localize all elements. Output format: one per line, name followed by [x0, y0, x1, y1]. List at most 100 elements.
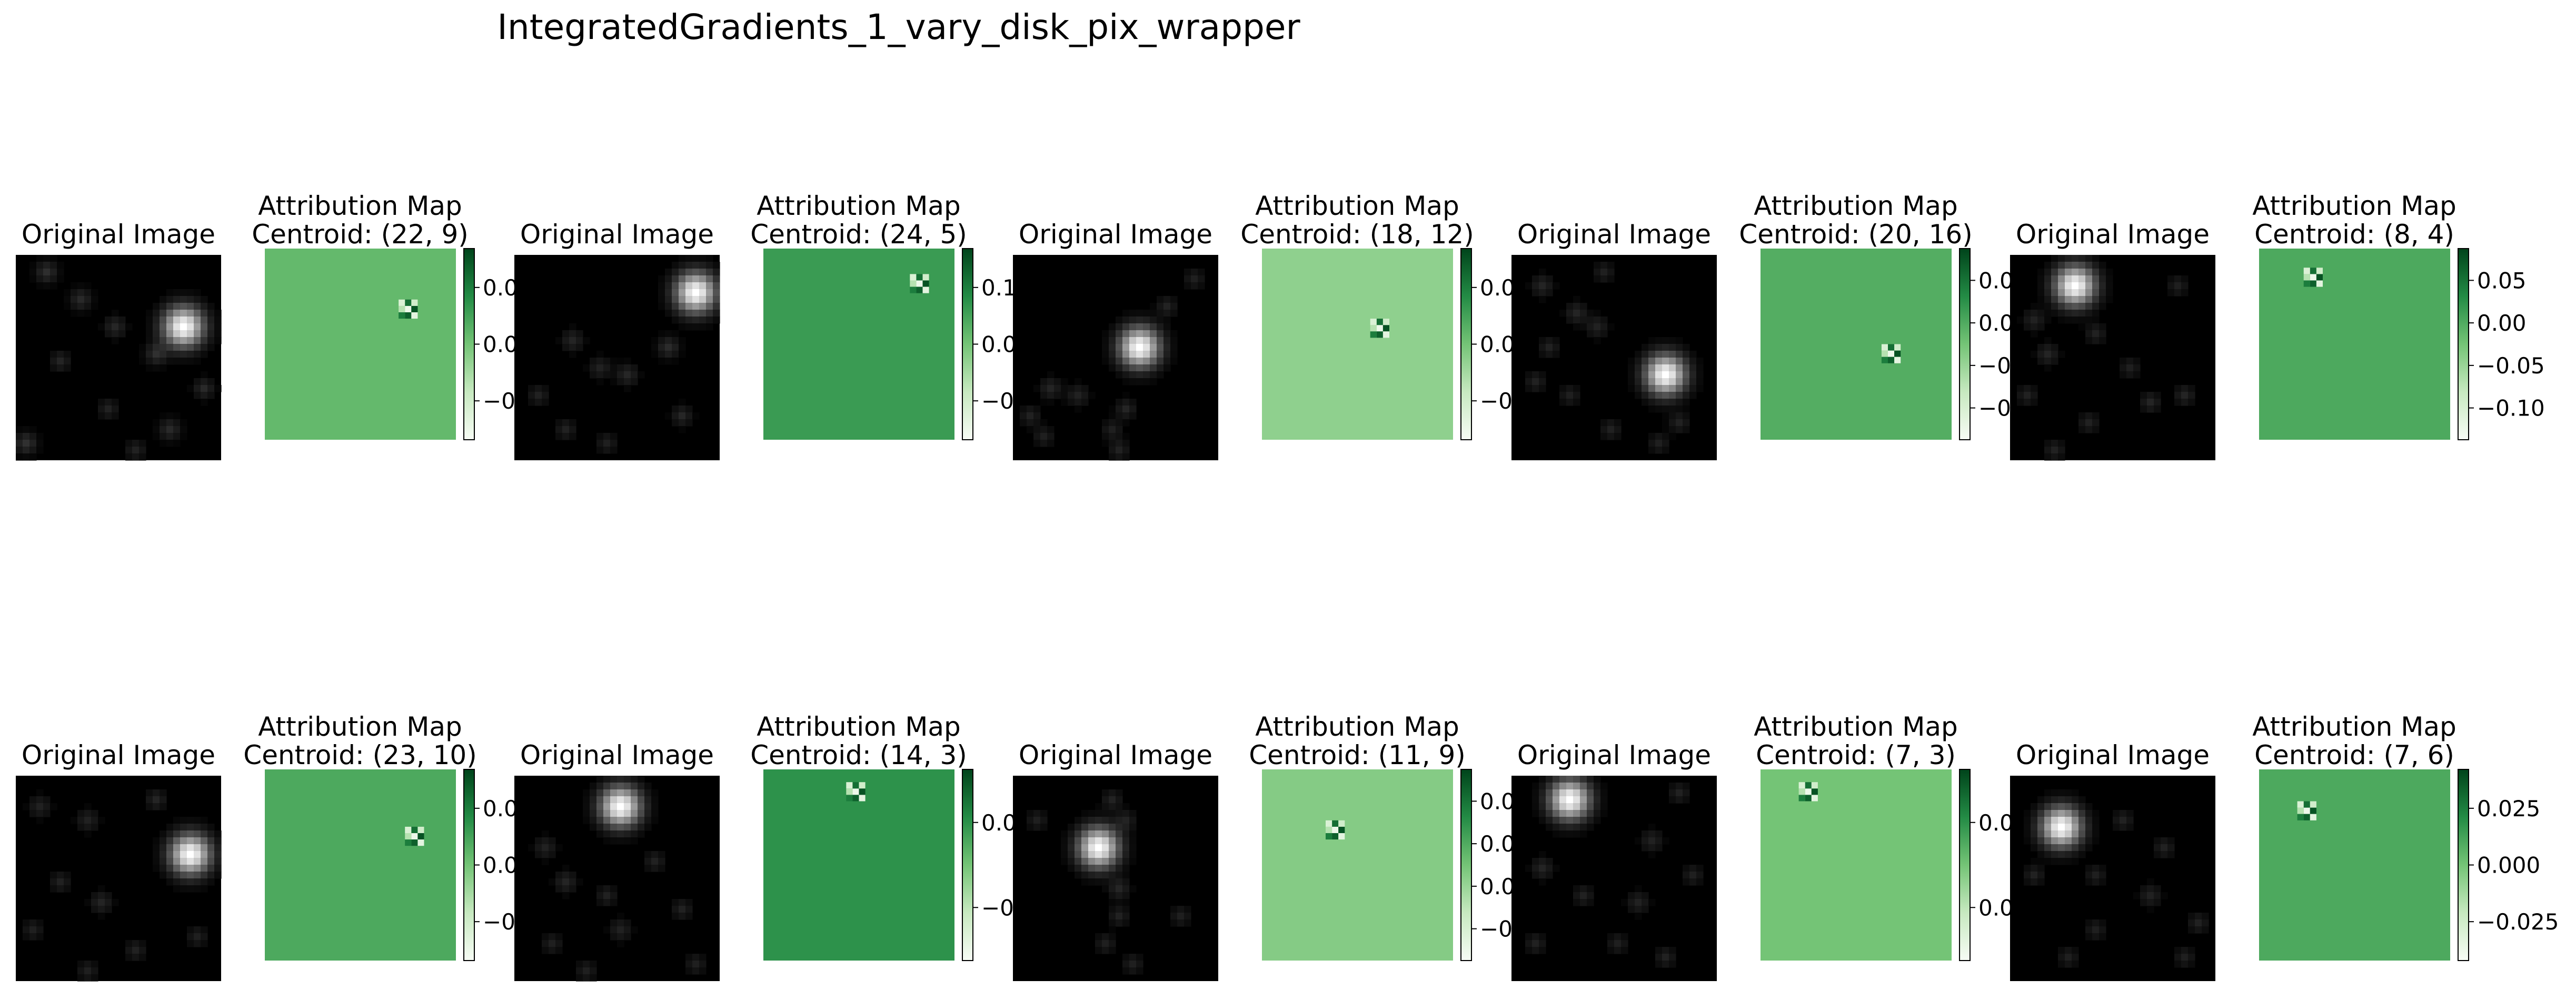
- colorbar-tick-label: 0.0: [1978, 895, 2014, 921]
- original-image: [1511, 776, 1717, 981]
- colorbar-tick-label: −0: [1978, 353, 2011, 379]
- original-image: [16, 776, 222, 982]
- attribution-centroid-label: Centroid: (14, 3): [750, 740, 967, 770]
- original-image-title: Original Image: [22, 219, 215, 250]
- original-image: [16, 255, 222, 461]
- original-image-title: Original Image: [1019, 740, 1212, 770]
- attribution-map-title: Attribution Map: [258, 711, 462, 742]
- original-image: [514, 255, 720, 460]
- figure-title: IntegratedGradients_1_vary_disk_pix_wrap…: [497, 7, 1300, 47]
- attribution-map: [1761, 769, 1952, 961]
- colorbar-tick-label: 0.0: [1978, 810, 2014, 836]
- colorbar: 0.0 0.0: [1959, 769, 2014, 961]
- attribution-map-title: Attribution Map: [1754, 711, 1958, 742]
- colorbar: 0.0 −0: [962, 769, 1017, 961]
- original-image-title: Original Image: [520, 740, 714, 770]
- colorbar-tick-label: −0: [1480, 388, 1513, 414]
- attribution-centroid-label: Centroid: (11, 9): [1249, 740, 1466, 770]
- colorbar-tick-label: −0: [1978, 395, 2011, 421]
- original-image-title: Original Image: [1517, 219, 1711, 250]
- attribution-map: [763, 769, 954, 961]
- colorbar-tick-label: 0.025: [2477, 796, 2540, 822]
- colorbar-tick-label: 0.0: [1480, 788, 1515, 814]
- attribution-map: [265, 249, 456, 440]
- colorbar-tick-label: 0.0: [981, 332, 1017, 358]
- original-image-title: Original Image: [1019, 219, 1212, 250]
- attribution-centroid-label: Centroid: (23, 10): [243, 740, 476, 770]
- original-image-title: Original Image: [22, 740, 215, 770]
- colorbar-tick-label: 0.0: [483, 332, 518, 358]
- colorbar-tick-label: 0.0: [483, 275, 518, 301]
- original-image: [1511, 255, 1717, 460]
- colorbar-tick-label: 0.05: [2477, 268, 2527, 293]
- original-image: [514, 776, 720, 982]
- attribution-centroid-label: Centroid: (7, 6): [2254, 740, 2454, 770]
- original-image-title: Original Image: [520, 219, 714, 250]
- colorbar: 0.0 0.0 −0 −0: [1959, 248, 2014, 440]
- attribution-map: [2259, 769, 2450, 961]
- colorbar: 0.0 0.0 0.0 −0: [1460, 769, 1515, 961]
- attribution-centroid-label: Centroid: (7, 3): [1756, 740, 1956, 770]
- original-image: [1013, 255, 1218, 461]
- original-image-title: Original Image: [1517, 740, 1711, 770]
- original-image: [1013, 776, 1218, 981]
- original-image: [2010, 255, 2215, 461]
- colorbar-tick-label: −0.05: [2477, 353, 2545, 379]
- colorbar: 0.0 0.0 −0: [463, 769, 518, 961]
- original-image-title: Original Image: [2016, 740, 2210, 770]
- colorbar-tick-label: 0.0: [1480, 332, 1515, 358]
- colorbar-tick-label: −0: [483, 388, 515, 414]
- colorbar-tick-label: 0.0: [981, 810, 1017, 836]
- colorbar-tick-label: 0.00: [2477, 310, 2527, 336]
- attribution-map: [1262, 769, 1453, 961]
- attribution-centroid-label: Centroid: (22, 9): [252, 219, 469, 250]
- colorbar-tick-label: −0.025: [2477, 909, 2559, 935]
- colorbar-tick-label: −0: [1480, 916, 1513, 942]
- original-image-title: Original Image: [2016, 219, 2210, 250]
- colorbar-tick-label: 0.1: [981, 275, 1017, 301]
- attribution-map: [1761, 249, 1952, 440]
- original-image: [2010, 776, 2215, 981]
- attribution-map-title: Attribution Map: [2252, 711, 2456, 742]
- colorbar-tick-label: 0.0: [1978, 268, 2014, 293]
- attribution-map-title: Attribution Map: [258, 191, 462, 221]
- colorbar-tick-label: −0: [483, 909, 515, 935]
- colorbar-tick-label: 0.0: [1480, 275, 1515, 301]
- attribution-centroid-label: Centroid: (24, 5): [750, 219, 967, 250]
- colorbar: 0.1 0.0 −0: [962, 248, 1017, 440]
- colorbar: 0.0 0.0 −0: [1460, 248, 1515, 440]
- attribution-map-title: Attribution Map: [1754, 191, 1958, 221]
- attribution-map-title: Attribution Map: [1255, 711, 1459, 742]
- colorbar-tick-label: 0.000: [2477, 853, 2540, 878]
- attribution-centroid-label: Centroid: (20, 16): [1739, 219, 1972, 250]
- attribution-map: [265, 769, 456, 961]
- attribution-map-title: Attribution Map: [757, 711, 961, 742]
- attribution-map-title: Attribution Map: [1255, 191, 1459, 221]
- colorbar-tick-label: −0: [981, 895, 1014, 921]
- attribution-centroid-label: Centroid: (8, 4): [2254, 219, 2454, 250]
- colorbar-tick-label: 0.0: [1978, 310, 2014, 336]
- attribution-map-title: Attribution Map: [757, 191, 961, 221]
- attribution-centroid-label: Centroid: (18, 12): [1240, 219, 1474, 250]
- colorbar-tick-label: −0: [981, 388, 1014, 414]
- attribution-map: [763, 249, 954, 440]
- attribution-map-title: Attribution Map: [2252, 191, 2456, 221]
- colorbar-tick-label: 0.0: [1480, 831, 1515, 857]
- colorbar-tick-label: 0.0: [1480, 874, 1515, 899]
- colorbar-tick-label: 0.0: [483, 796, 518, 822]
- colorbar: 0.0 0.0 −0: [463, 248, 518, 440]
- colorbar: 0.025 0.000 −0.025: [2458, 769, 2559, 961]
- attribution-map: [2259, 249, 2450, 440]
- colorbar: 0.05 0.00 −0.05 −0.10: [2458, 248, 2545, 440]
- colorbar-tick-label: 0.0: [483, 853, 518, 878]
